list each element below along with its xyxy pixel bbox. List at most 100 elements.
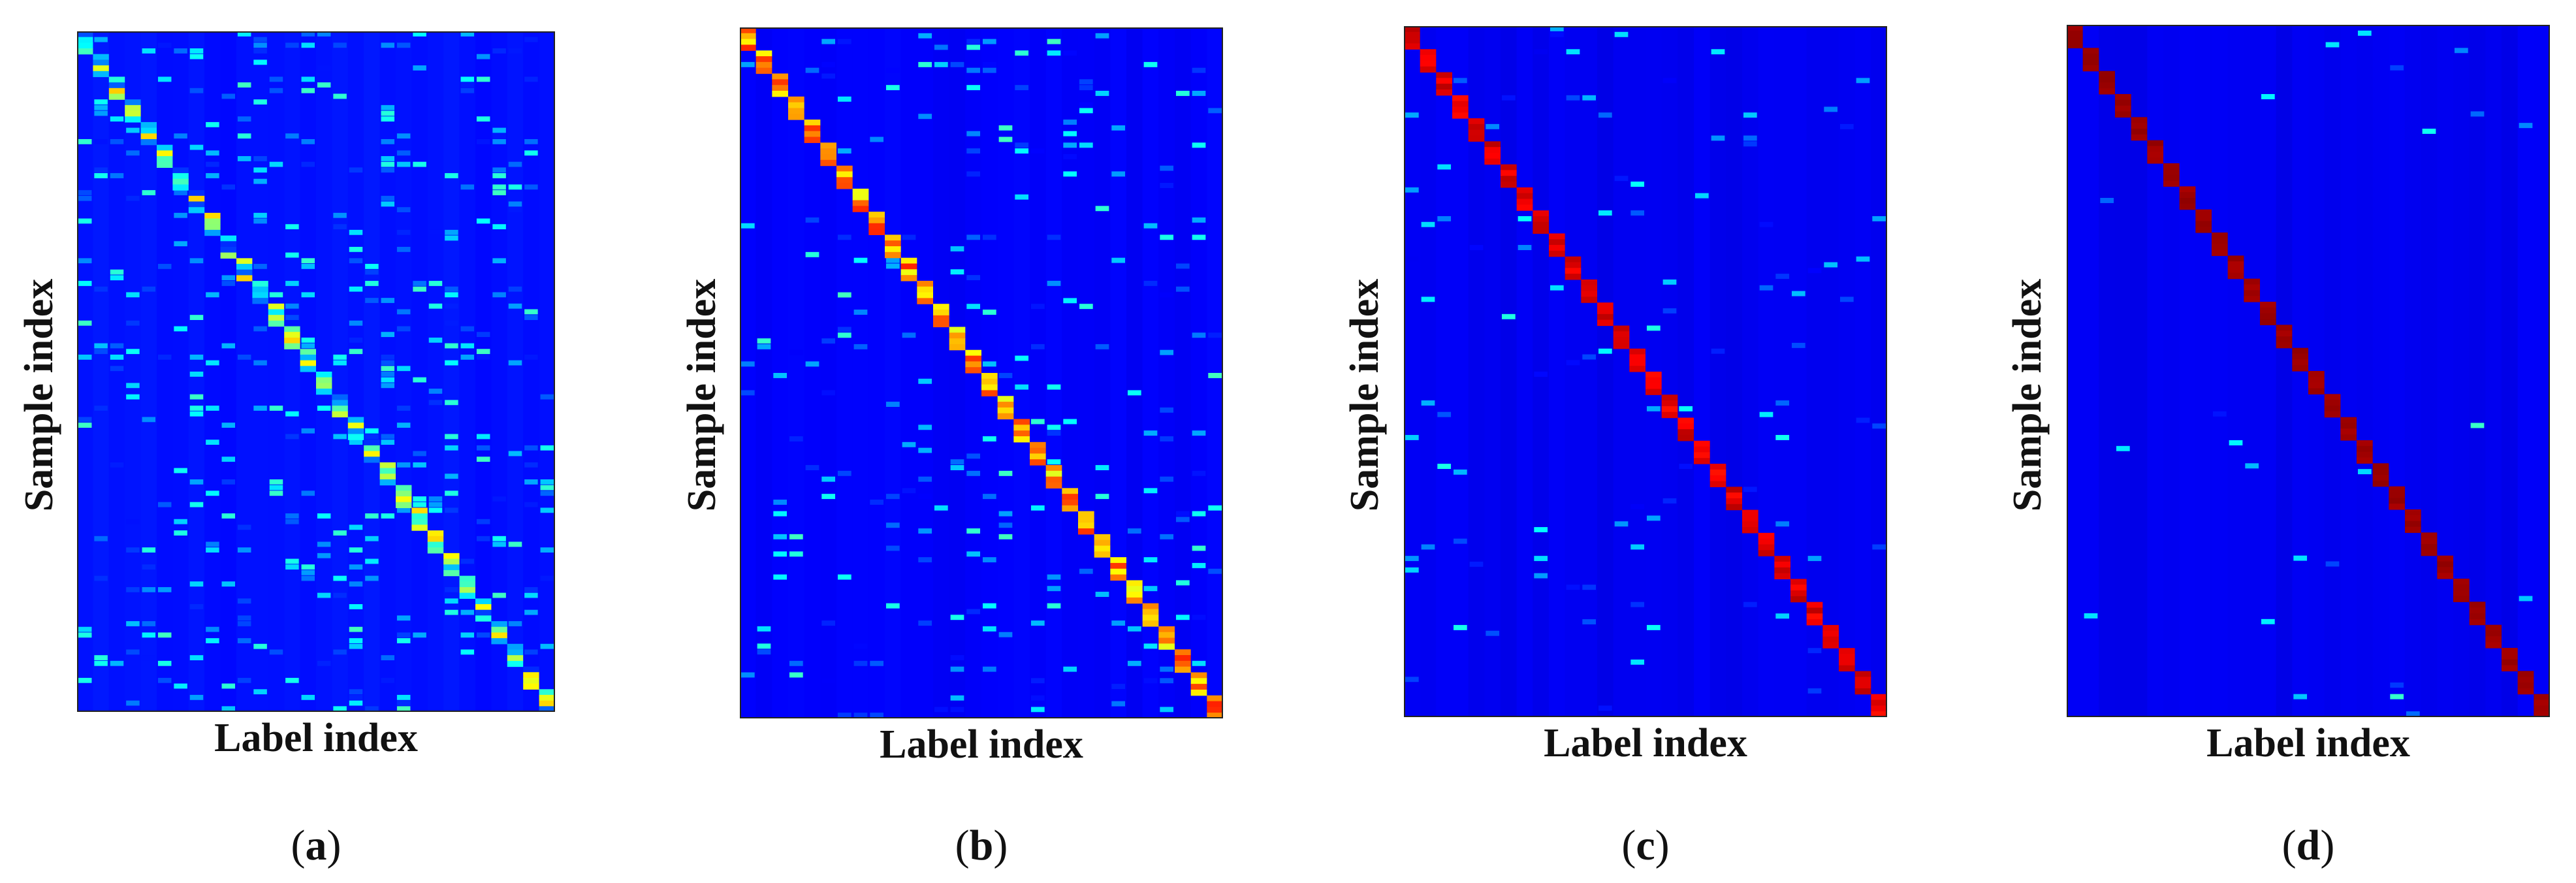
heatmap-cell (381, 104, 395, 110)
heatmap-column (2195, 25, 2212, 717)
heatmap-diagonal-cell (108, 88, 125, 95)
heatmap-cell (126, 127, 140, 133)
heatmap-cell (524, 502, 538, 507)
heatmap-cell (966, 67, 981, 73)
heatmap-cell (396, 326, 411, 332)
heatmap-column (1822, 26, 1839, 717)
heatmap-cell (998, 522, 1013, 528)
heatmap-cell (110, 343, 124, 349)
heatmap-diagonal-cell (2131, 129, 2148, 135)
heatmap-diagonal-cell (364, 445, 380, 452)
heatmap-cell (1160, 678, 1174, 684)
heatmap-cell (381, 366, 395, 372)
heatmap-cell (902, 234, 916, 240)
heatmap-cell (789, 349, 803, 355)
heatmap-cell (1047, 603, 1061, 609)
heatmap-diagonal-cell (1709, 481, 1726, 487)
heatmap-diagonal-cell (2292, 353, 2308, 360)
heatmap-cell (142, 621, 156, 626)
heatmap-diagonal-cell (1110, 568, 1126, 575)
heatmap-cell (1856, 78, 1870, 84)
heatmap-diagonal-cell (2195, 221, 2212, 227)
heatmap-cell (1175, 580, 1190, 586)
heatmap-cell (428, 303, 443, 309)
heatmap-column (1661, 26, 1678, 717)
heatmap-cell (301, 161, 315, 167)
heatmap-cell (206, 161, 219, 167)
heatmap-cell (381, 195, 395, 201)
heatmap-diagonal-cell (1565, 274, 1582, 280)
heatmap-cell (821, 61, 836, 67)
heatmap-cell (301, 76, 315, 82)
heatmap-cell (1047, 50, 1061, 56)
heatmap-cell (1175, 615, 1190, 620)
heatmap-cell (492, 138, 506, 144)
heatmap-diagonal-cell (347, 423, 364, 429)
heatmap-cell (918, 33, 932, 39)
heatmap-cell (492, 184, 506, 190)
heatmap-cell (1630, 504, 1645, 509)
heatmap-cell (1143, 223, 1158, 229)
heatmap-cell (1095, 494, 1109, 500)
heatmap-cell (237, 621, 251, 626)
heatmap-column (2340, 25, 2357, 717)
heatmap-cell (2422, 129, 2436, 134)
heatmap-diagonal-cell (1516, 204, 1533, 211)
heatmap-diagonal-cell (1142, 603, 1159, 610)
heatmap-cell (110, 660, 124, 666)
heatmap-diagonal-cell (443, 570, 460, 577)
heatmap-cell (540, 547, 554, 553)
heatmap-column (2082, 25, 2099, 717)
heatmap-diagonal-cell (379, 474, 396, 480)
heatmap-cell (301, 42, 315, 48)
heatmap-cell (174, 212, 187, 218)
heatmap-diagonal-cell (2147, 140, 2163, 147)
heatmap-cell (508, 286, 522, 292)
heatmap-cell (253, 59, 267, 65)
heatmap-diagonal-cell (1839, 654, 1855, 660)
heatmap-cell (1534, 573, 1548, 579)
heatmap-cell (396, 615, 411, 621)
heatmap-cell (1192, 217, 1206, 223)
heatmap-cell (460, 82, 475, 88)
heatmap-cell (1127, 528, 1141, 534)
heatmap-cell (998, 511, 1013, 517)
heatmap-cell (837, 310, 851, 315)
heatmap-diagonal-cell (2421, 544, 2438, 551)
heatmap-column (1094, 27, 1111, 718)
panel-b: Sample index Label index (b) (663, 0, 1307, 883)
heatmap-diagonal-cell (1045, 482, 1062, 489)
heatmap-cell (1646, 325, 1661, 331)
heatmap-cell (1063, 120, 1077, 125)
heatmap-cell (221, 513, 236, 519)
heatmap-cell (460, 649, 475, 655)
heatmap-cell (1063, 50, 1077, 56)
heatmap-cell (1192, 562, 1206, 568)
heatmap-diagonal-cell (868, 223, 885, 230)
heatmap-column (125, 31, 141, 712)
heatmap-diagonal-cell (1062, 499, 1078, 506)
heatmap-cell (221, 184, 236, 190)
heatmap-cell (966, 470, 981, 476)
heatmap-diagonal-cell (836, 177, 853, 184)
heatmap-cell (885, 603, 900, 609)
heatmap-cell (1175, 90, 1190, 96)
heatmap-d (2067, 25, 2550, 717)
heatmap-diagonal-cell (1822, 630, 1839, 637)
heatmap-cell (1047, 430, 1061, 436)
heatmap-cell (1208, 505, 1222, 511)
heatmap-cell (1630, 182, 1645, 187)
heatmap-diagonal-cell (1806, 619, 1823, 626)
heatmap-cell (1791, 291, 1805, 297)
heatmap-cell (1063, 666, 1077, 672)
heatmap-diagonal-cell (2502, 653, 2518, 660)
heatmap-cell (1872, 216, 1886, 221)
heatmap-cell (78, 354, 92, 360)
heatmap-cell (1095, 90, 1109, 96)
heatmap-cell (982, 67, 996, 73)
heatmap-cell (508, 303, 522, 309)
heatmap-cell (333, 592, 347, 598)
heatmap-cell (78, 632, 92, 638)
heatmap-cell (998, 632, 1013, 637)
heatmap-cell (1469, 245, 1484, 250)
